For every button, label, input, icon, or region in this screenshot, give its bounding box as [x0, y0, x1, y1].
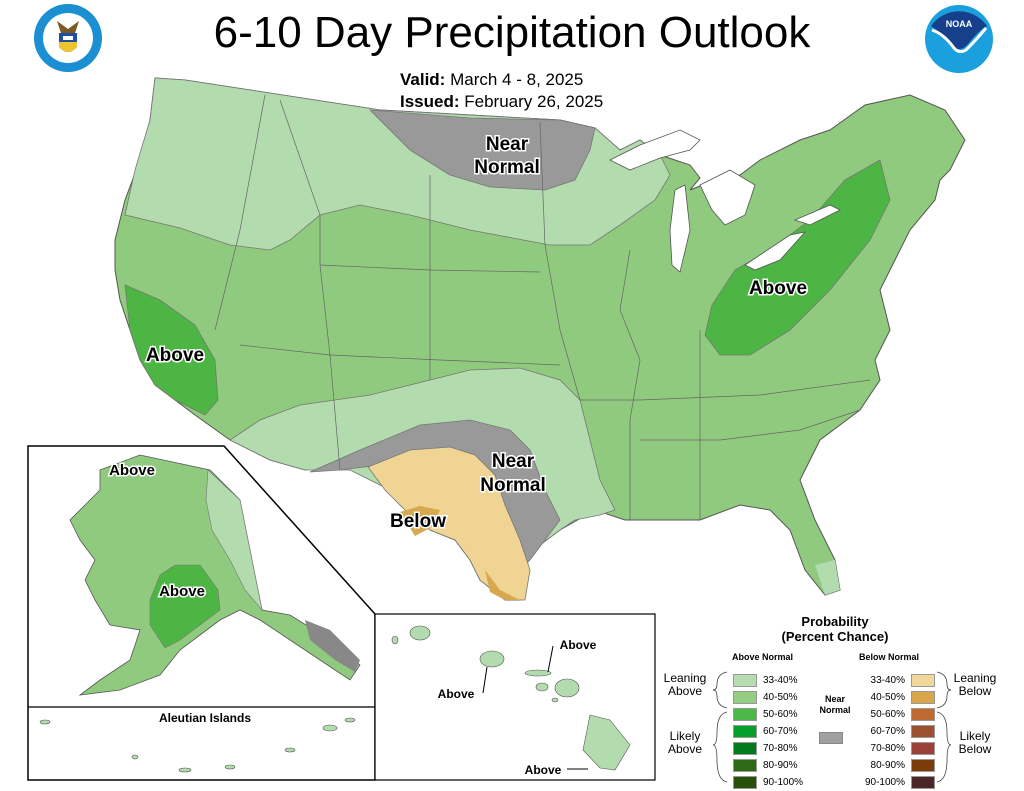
legend-likely-below: Likely Below [958, 729, 992, 756]
aleutian-title: Aleutian Islands [159, 711, 251, 725]
issued-value: February 26, 2025 [464, 92, 604, 111]
swatch-above-70-80 [733, 742, 757, 755]
region-ohiovalley-50-60 [704, 159, 891, 356]
label-bigisland-above: Above [525, 763, 562, 777]
label-north-normal: Normal [474, 157, 539, 178]
swatch-below-60-70 [911, 725, 935, 738]
label-alaska-south-above: Above [159, 583, 205, 600]
swatch-below-40-50 [911, 691, 935, 704]
region-california-50-60 [124, 284, 219, 416]
swatch-near-normal [819, 732, 843, 744]
alaska-panhandle-near-normal [305, 620, 360, 672]
legend-above-header: Above Normal [732, 652, 794, 662]
label-texas-normal: Normal [480, 475, 545, 496]
swatch-below-50-60 [911, 708, 935, 721]
legend-likely-above: Likely Above [667, 729, 703, 756]
region-southtexas-below-40-50 [485, 570, 520, 600]
legend-braces [712, 671, 952, 783]
legend-near-normal-label: Near Normal [819, 694, 851, 715]
department-of-commerce-seal-icon [34, 4, 102, 72]
legend-above-row: 50-60% [733, 708, 797, 721]
swatch-above-50-60 [733, 708, 757, 721]
valid-value: March 4 - 8, 2025 [450, 70, 584, 89]
region-southflorida-33-40 [815, 560, 840, 595]
page-title: 6-10 Day Precipitation Outlook [213, 8, 811, 57]
swatch-below-90-100 [911, 776, 935, 789]
legend-leaning-above: Leaning Above [663, 671, 707, 698]
legend-below-row: 33-40% [855, 674, 935, 687]
lake-huron [699, 169, 756, 226]
legend-above-row: 80-90% [733, 759, 797, 772]
label-california-above: Above [146, 345, 204, 366]
swatch-above-60-70 [733, 725, 757, 738]
valid-dates: Valid: March 4 - 8, 2025 [400, 70, 583, 90]
lake-erie [744, 231, 807, 271]
swatch-below-80-90 [911, 759, 935, 772]
lake-michigan [669, 184, 691, 273]
label-ohiovalley-above: Above [749, 278, 807, 299]
legend-below-row: 50-60% [855, 708, 935, 721]
issued-label: Issued: [400, 92, 460, 111]
label-north-near: Near [486, 134, 529, 155]
issued-date: Issued: February 26, 2025 [400, 92, 603, 112]
hawaii-leader-lines [482, 645, 588, 770]
region-bigbend-below-40-50 [400, 506, 440, 536]
legend-below-header: Below Normal [859, 652, 920, 662]
swatch-below-33-40 [911, 674, 935, 687]
legend-leaning-below: Leaning Below [953, 671, 997, 698]
legend-below-row: 80-90% [855, 759, 935, 772]
label-westtexas-below: Below [390, 511, 446, 532]
label-alaska-north-above: Above [109, 462, 155, 479]
legend-title: Probability (Percent Chance) [781, 614, 889, 644]
legend-below-row: 60-70% [855, 725, 935, 738]
legend-below-row: 40-50% [855, 691, 935, 704]
legend-above-row: 90-100% [733, 776, 803, 789]
legend-above-row: 33-40% [733, 674, 797, 687]
swatch-above-90-100 [733, 776, 757, 789]
legend-above-row: 40-50% [733, 691, 797, 704]
legend-below-row: 90-100% [855, 776, 935, 789]
label-maui-above: Above [560, 638, 597, 652]
lake-ontario [793, 204, 841, 226]
noaa-logo-icon: NOAA [925, 5, 993, 73]
region-north-near-normal [368, 109, 596, 191]
region-alaska-east-33-40 [205, 469, 263, 612]
valid-label: Valid: [400, 70, 446, 89]
label-texas-near: Near [492, 451, 535, 472]
legend-below-row: 70-80% [855, 742, 935, 755]
probability-legend: Probability (Percent Chance) Above Norma… [655, 612, 1024, 791]
legend-above-row: 60-70% [733, 725, 797, 738]
swatch-below-70-80 [911, 742, 935, 755]
region-alaska-south-50-60 [149, 564, 221, 649]
swatch-above-40-50 [733, 691, 757, 704]
state-boundaries [214, 94, 871, 520]
alaska-landmass [69, 454, 361, 696]
lake-superior [609, 129, 701, 171]
legend-above-row: 70-80% [733, 742, 797, 755]
hawaii-islands [391, 625, 631, 771]
swatch-above-80-90 [733, 759, 757, 772]
svg-text:NOAA: NOAA [946, 19, 973, 29]
aleutian-islands [39, 717, 356, 773]
swatch-above-33-40 [733, 674, 757, 687]
label-oahu-above: Above [438, 687, 475, 701]
